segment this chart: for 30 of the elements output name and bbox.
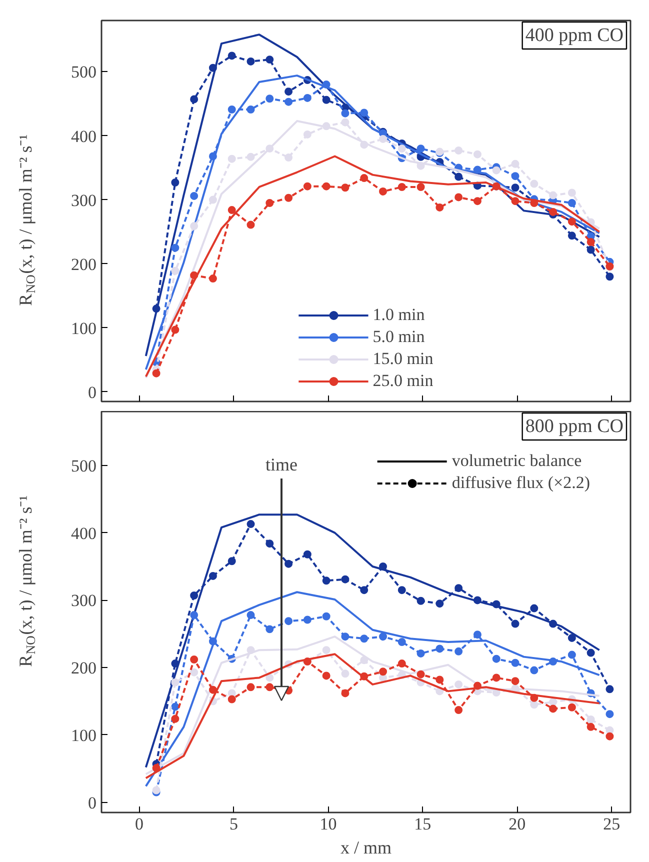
legend-label: 15.0 min: [372, 349, 434, 369]
x-tick-label: 15: [414, 814, 432, 834]
y-tick-label: 400: [71, 524, 96, 543]
y-tick-label: 300: [71, 190, 96, 210]
y-tick-label: 500: [71, 456, 96, 476]
y-tick-label: 100: [71, 726, 96, 745]
x-tick-label: 20: [508, 814, 526, 834]
legend-label: 25.0 min: [372, 371, 434, 391]
legend-label: 1.0 min: [372, 305, 425, 325]
x-tick-label: 25: [603, 814, 620, 834]
legend-label: volumetric balance: [452, 451, 582, 471]
y-tick-label: 500: [71, 62, 96, 82]
y-tick-label: 0: [88, 382, 96, 402]
y-tick-label: 100: [71, 318, 96, 338]
y-axis-title: RNO(x, t) / μmol m⁻² s⁻¹: [16, 134, 38, 306]
x-tick-label: 10: [320, 814, 337, 834]
y-tick-label: 300: [71, 591, 96, 610]
legend-label: diffusive flux (×2.2): [452, 473, 590, 493]
y-tick-label: 200: [71, 658, 96, 678]
x-axis-title: x / mm: [340, 838, 392, 858]
x-tick-label: 0: [135, 814, 144, 834]
annotation: 400 ppm CO: [525, 25, 624, 46]
x-tick-label: 5: [230, 814, 238, 834]
annotation: time: [266, 454, 298, 474]
y-tick-label: 0: [88, 793, 96, 812]
legend-label: 5.0 min: [372, 327, 425, 347]
y-tick-label: 200: [71, 254, 96, 274]
annotation: 800 ppm CO: [525, 416, 624, 437]
y-tick-label: 400: [71, 126, 96, 146]
y-axis-title: RNO(x, t) / μmol m⁻² s⁻¹: [16, 495, 38, 667]
